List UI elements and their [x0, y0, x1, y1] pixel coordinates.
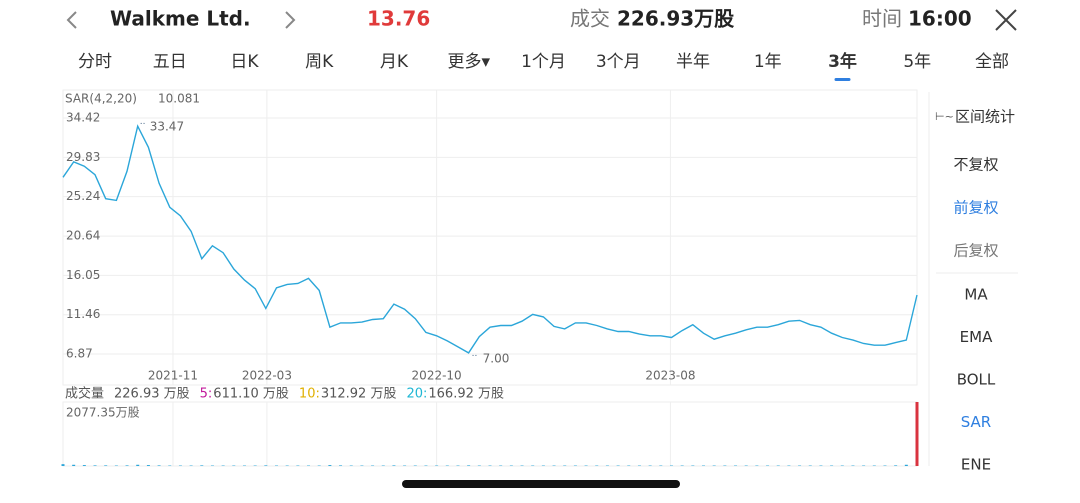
x-tick-label: 2022-10	[412, 369, 462, 383]
low-dots: ··	[472, 351, 478, 361]
volume-bar	[200, 465, 203, 466]
side-item[interactable]: ENE	[961, 456, 991, 474]
volume-legend-value: 611.10 万股	[213, 387, 289, 402]
volume-legend-name: 20:	[406, 387, 427, 402]
side-item[interactable]: 后复权	[953, 242, 998, 260]
y-tick-label: 29.83	[66, 150, 100, 164]
close-button[interactable]	[996, 10, 1016, 30]
low-label: 7.00	[483, 351, 510, 365]
volume-bar	[136, 465, 139, 466]
volume-legend-name: 成交量	[65, 386, 104, 402]
volume-bar	[905, 465, 908, 466]
high-dots: ··	[140, 120, 146, 130]
side-item[interactable]: SAR	[961, 413, 991, 431]
volume-bar	[72, 465, 75, 466]
volume-legend-value: 166.92 万股	[428, 387, 504, 402]
x-tick-label: 2021-11	[148, 369, 198, 383]
high-label: 33.47	[150, 120, 184, 134]
time-label: 时间	[862, 7, 902, 31]
tab[interactable]: 五日	[153, 52, 187, 72]
volume-legend-name: 10:	[299, 387, 320, 402]
indicator-value: 10.081	[158, 92, 200, 106]
side-item[interactable]: EMA	[960, 328, 993, 346]
y-tick-label: 6.87	[66, 347, 93, 361]
stock-name: Walkme Ltd.	[110, 7, 251, 31]
price-line	[63, 126, 917, 353]
volume-bar	[94, 465, 97, 466]
volume-bar	[83, 465, 86, 466]
y-tick-label: 11.46	[66, 307, 100, 321]
tab[interactable]: 5年	[903, 52, 931, 72]
tab[interactable]: 3年	[828, 51, 857, 72]
volume-bar	[467, 465, 470, 466]
y-tick-label: 34.42	[66, 111, 100, 125]
side-item[interactable]: BOLL	[957, 371, 996, 389]
back-arrow[interactable]	[68, 12, 76, 28]
volume-bar	[392, 465, 395, 466]
x-tick-label: 2023-08	[645, 369, 695, 383]
tab[interactable]: 日K	[230, 52, 259, 72]
next-arrow[interactable]	[286, 12, 294, 28]
side-item[interactable]: 前复权	[953, 199, 998, 217]
volume-bar	[339, 465, 342, 466]
tab[interactable]: 3个月	[596, 52, 641, 72]
tab[interactable]: 月K	[380, 52, 409, 72]
y-tick-label: 20.64	[66, 229, 100, 243]
tab[interactable]: 分时	[78, 52, 112, 72]
volume-frame	[63, 402, 917, 466]
tab[interactable]: 1个月	[521, 52, 566, 72]
tab-indicator	[835, 78, 851, 81]
stats-title[interactable]: 区间统计	[955, 108, 1015, 126]
stats-icon: ⊢~	[935, 110, 954, 123]
side-item[interactable]: 不复权	[953, 156, 998, 174]
volume: 226.93万股	[617, 7, 734, 31]
tab[interactable]: 更多▾	[447, 52, 490, 72]
volume-legend-name: 5:	[200, 387, 213, 402]
volume-bar	[104, 465, 107, 466]
y-tick-label: 25.24	[66, 189, 100, 203]
indicator: SAR(4,2,20)	[65, 92, 137, 106]
volume-bar	[916, 402, 919, 466]
volume-bar	[147, 465, 150, 466]
volume-bar	[126, 465, 129, 466]
tab[interactable]: 半年	[676, 52, 710, 72]
x-tick-label: 2022-03	[242, 369, 292, 383]
volume-bar	[894, 465, 897, 466]
volume-bar	[62, 464, 65, 466]
price: 13.76	[367, 7, 430, 31]
tab[interactable]: 周K	[305, 52, 334, 72]
price-frame	[63, 90, 917, 385]
side-item[interactable]: MA	[964, 286, 988, 304]
time: 16:00	[908, 7, 972, 31]
volume-max: 2077.35万股	[66, 406, 140, 420]
volume-legend-value: 226.93 万股	[114, 387, 190, 402]
volume-legend-value: 312.92 万股	[321, 387, 397, 402]
volume-bar	[264, 465, 267, 466]
tab[interactable]: 全部	[975, 52, 1009, 72]
tab[interactable]: 1年	[754, 52, 782, 72]
volume-bar	[158, 465, 161, 466]
volume-bar	[328, 465, 331, 466]
volume-label: 成交	[570, 7, 610, 31]
home-indicator	[402, 480, 680, 488]
y-tick-label: 16.05	[66, 268, 100, 282]
